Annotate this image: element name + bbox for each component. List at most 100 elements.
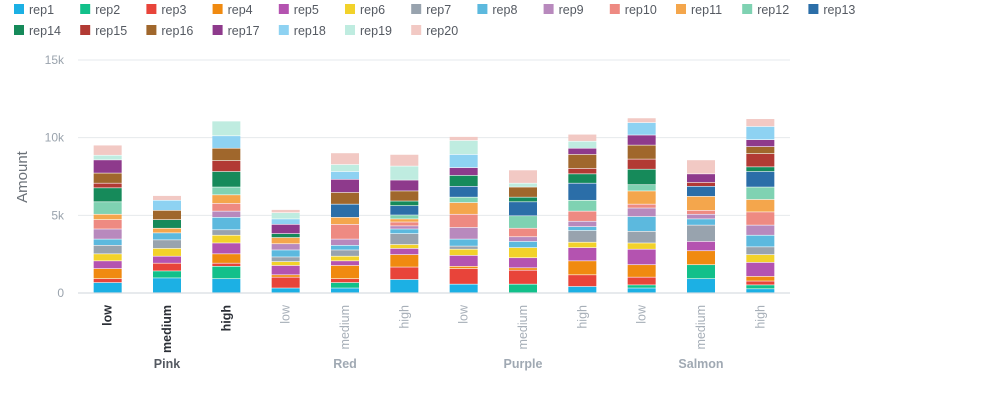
legend-item-rep11[interactable]: rep11 [676, 3, 722, 17]
bar-segment-rep18[interactable] [212, 136, 241, 148]
bar-segment-rep14[interactable] [449, 175, 478, 186]
bar-segment-rep18[interactable] [449, 154, 478, 168]
bar-segment-rep4[interactable] [509, 268, 537, 270]
bar-segment-rep3[interactable] [212, 263, 241, 266]
bar-segment-rep5[interactable] [568, 247, 597, 261]
bar-segment-rep1[interactable] [627, 288, 656, 293]
bar-segment-rep1[interactable] [271, 288, 300, 293]
bar-segment-rep14[interactable] [509, 197, 537, 202]
bar-segment-rep20[interactable] [627, 118, 656, 123]
bar-segment-rep13[interactable] [568, 183, 597, 200]
bar-segment-rep1[interactable] [746, 289, 775, 293]
bar-segment-rep5[interactable] [212, 243, 241, 254]
bar-segment-rep3[interactable] [568, 275, 597, 287]
bar-segment-rep13[interactable] [687, 186, 715, 197]
bar-segment-rep12[interactable] [509, 216, 537, 228]
bar-segment-rep11[interactable] [390, 219, 419, 222]
bar-segment-rep18[interactable] [271, 219, 300, 225]
bar-segment-rep15[interactable] [212, 160, 241, 172]
bar-segment-rep11[interactable] [153, 228, 181, 233]
bar-segment-rep9[interactable] [509, 237, 537, 242]
bar-segment-rep13[interactable] [746, 171, 775, 187]
bar-segment-rep11[interactable] [746, 199, 775, 212]
bar-segment-rep16[interactable] [331, 192, 359, 204]
legend-item-rep6[interactable]: rep6 [345, 3, 385, 17]
bar-stack[interactable] [568, 134, 597, 293]
bar-segment-rep7[interactable] [153, 240, 181, 249]
bar-stack[interactable] [153, 195, 181, 293]
bar-segment-rep6[interactable] [271, 261, 300, 266]
bar-segment-rep10[interactable] [509, 228, 537, 237]
bar-segment-rep4[interactable] [746, 276, 775, 281]
bar-segment-rep1[interactable] [390, 279, 419, 293]
bar-segment-rep16[interactable] [509, 187, 537, 197]
legend-item-rep15[interactable]: rep15 [80, 24, 127, 38]
bar-segment-rep16[interactable] [212, 148, 241, 161]
legend-item-rep19[interactable]: rep19 [345, 24, 392, 38]
bar-segment-rep16[interactable] [568, 154, 597, 169]
bar-segment-rep18[interactable] [331, 171, 359, 180]
bar-segment-rep3[interactable] [390, 267, 419, 280]
bar-segment-rep8[interactable] [449, 239, 478, 246]
bar-segment-rep10[interactable] [331, 224, 359, 239]
bar-segment-rep10[interactable] [568, 211, 597, 221]
bar-segment-rep11[interactable] [212, 195, 241, 204]
bar-stack[interactable] [687, 160, 715, 293]
bar-segment-rep5[interactable] [331, 261, 359, 266]
bar-segment-rep3[interactable] [93, 279, 122, 283]
bar-segment-rep10[interactable] [390, 222, 419, 226]
bar-segment-rep8[interactable] [390, 229, 419, 234]
bar-segment-rep17[interactable] [568, 148, 597, 155]
bar-segment-rep19[interactable] [568, 141, 597, 148]
bar-segment-rep16[interactable] [746, 146, 775, 154]
bar-segment-rep6[interactable] [627, 243, 656, 249]
bar-segment-rep18[interactable] [627, 122, 656, 135]
bar-segment-rep17[interactable] [746, 139, 775, 147]
bar-segment-rep8[interactable] [509, 241, 537, 248]
bar-segment-rep8[interactable] [568, 226, 597, 231]
bar-segment-rep2[interactable] [153, 271, 181, 278]
bar-segment-rep5[interactable] [509, 258, 537, 268]
bar-segment-rep8[interactable] [271, 250, 300, 257]
bar-segment-rep17[interactable] [93, 160, 122, 173]
bar-segment-rep12[interactable] [449, 197, 478, 203]
bar-segment-rep5[interactable] [449, 255, 478, 266]
bar-segment-rep4[interactable] [390, 254, 419, 267]
bar-segment-rep1[interactable] [568, 286, 597, 293]
bar-segment-rep13[interactable] [509, 202, 537, 216]
bar-segment-rep18[interactable] [746, 126, 775, 140]
bar-segment-rep14[interactable] [93, 188, 122, 202]
bar-segment-rep11[interactable] [93, 214, 122, 220]
bar-segment-rep3[interactable] [746, 281, 775, 285]
bar-segment-rep11[interactable] [271, 237, 300, 244]
bar-segment-rep20[interactable] [509, 170, 537, 183]
bar-segment-rep12[interactable] [212, 187, 241, 195]
bar-segment-rep7[interactable] [746, 247, 775, 255]
bar-segment-rep15[interactable] [568, 168, 597, 174]
bar-segment-rep12[interactable] [568, 200, 597, 211]
bar-segment-rep10[interactable] [627, 204, 656, 208]
bar-segment-rep5[interactable] [687, 241, 715, 251]
bar-segment-rep14[interactable] [390, 201, 419, 206]
bar-segment-rep19[interactable] [212, 121, 241, 136]
bar-segment-rep3[interactable] [153, 263, 181, 271]
bar-segment-rep19[interactable] [93, 155, 122, 160]
bar-segment-rep20[interactable] [449, 136, 478, 141]
bar-segment-rep7[interactable] [449, 246, 478, 249]
bar-segment-rep16[interactable] [627, 145, 656, 159]
bar-segment-rep4[interactable] [271, 275, 300, 277]
legend-item-rep5[interactable]: rep5 [278, 3, 319, 17]
bar-segment-rep12[interactable] [746, 187, 775, 200]
bar-segment-rep2[interactable] [687, 265, 715, 279]
bar-segment-rep6[interactable] [390, 244, 419, 249]
bar-segment-rep16[interactable] [93, 173, 122, 183]
bar-segment-rep13[interactable] [390, 206, 419, 215]
bar-segment-rep2[interactable] [746, 285, 775, 289]
bar-segment-rep3[interactable] [509, 270, 537, 284]
legend-item-rep4[interactable]: rep4 [212, 3, 253, 17]
bar-segment-rep9[interactable] [568, 221, 597, 227]
legend-item-rep17[interactable]: rep17 [212, 24, 260, 38]
bar-segment-rep9[interactable] [746, 225, 775, 235]
bar-segment-rep13[interactable] [331, 204, 359, 218]
legend-item-rep16[interactable]: rep16 [146, 24, 193, 38]
